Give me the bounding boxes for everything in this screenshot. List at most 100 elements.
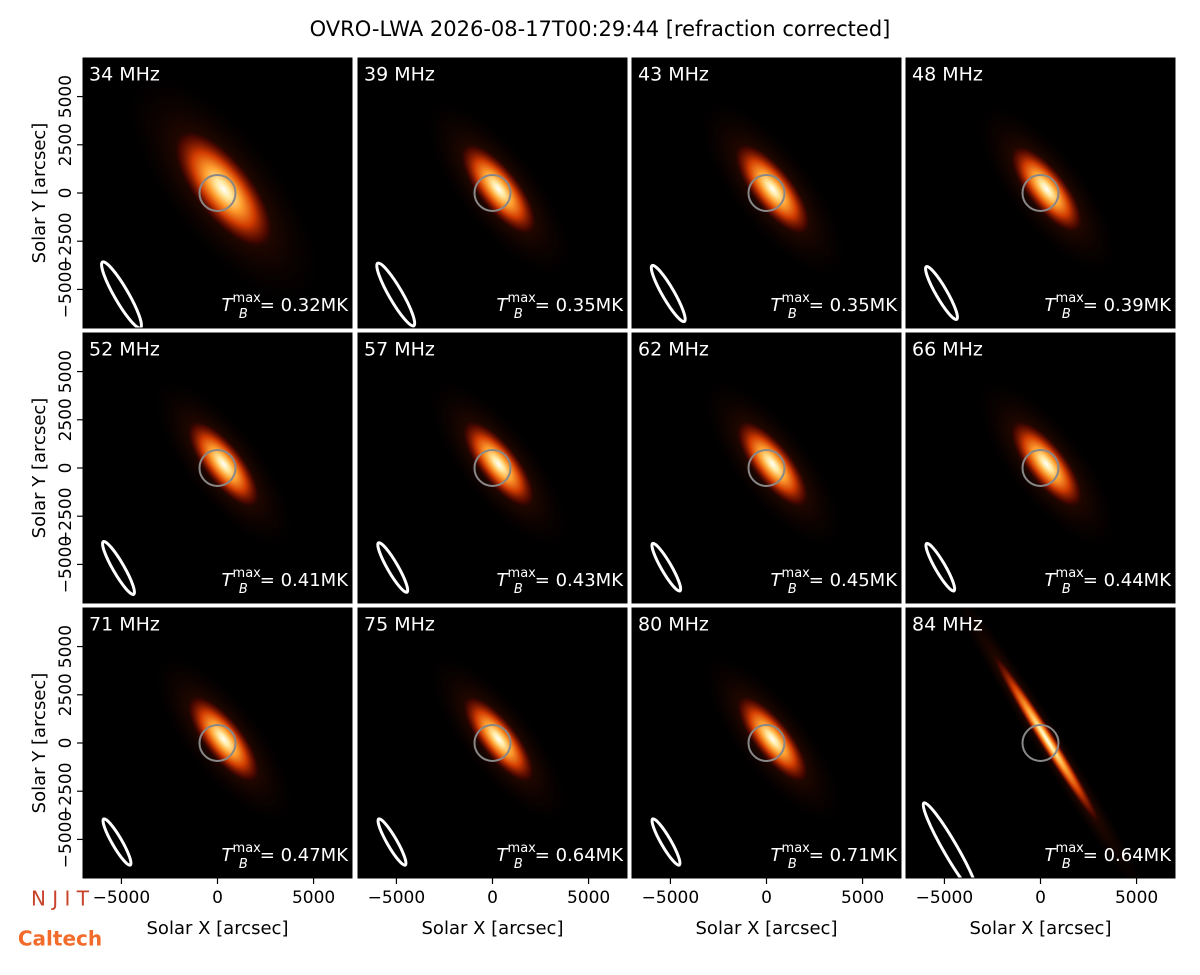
beam — [376, 541, 410, 594]
logo-caltech: Caltech — [18, 927, 102, 951]
radio-image — [101, 373, 299, 596]
tmax-label: Tmax B = 0.41MK — [222, 566, 350, 597]
tmax-label: Tmax B = 0.64MK — [497, 841, 625, 872]
frequency-label: 34 MHz — [89, 64, 160, 86]
tmax-label: Tmax B = 0.47MK — [222, 841, 350, 872]
tb-sup: max — [1056, 841, 1085, 856]
radio-image — [376, 649, 573, 867]
tb-sup: max — [1056, 566, 1085, 581]
tmax-value: = 0.32MK — [260, 295, 349, 316]
solar-disk — [473, 724, 512, 762]
x-axis-label: Solar X [arcsec] — [422, 918, 564, 939]
panel-frame — [631, 57, 902, 329]
tmax-value: = 0.44MK — [1083, 570, 1172, 591]
solar-disk — [1021, 724, 1060, 762]
panel: 66 MHz Tmax B = 0.44MK — [905, 332, 1176, 604]
x-tick-label: 0 — [212, 888, 223, 908]
emission-core — [1009, 418, 1084, 510]
tb-base: T — [1045, 845, 1058, 866]
tb-base: T — [222, 295, 235, 316]
radio-image — [101, 648, 299, 867]
tmax-label: Tmax B = 0.44MK — [1045, 566, 1173, 597]
panel: 62 MHz Tmax B = 0.45MK — [631, 332, 902, 604]
emission-core — [186, 693, 261, 785]
tb-sup: max — [1056, 291, 1085, 306]
frequency-label: 66 MHz — [912, 339, 983, 361]
y-tick-label: −5000 — [56, 536, 76, 594]
x-tick-label: 5000 — [1115, 888, 1158, 908]
tmax-value: = 0.39MK — [1083, 295, 1172, 316]
solar-disk — [198, 724, 237, 762]
panel-frame — [905, 332, 1176, 604]
beam — [375, 261, 417, 328]
y-tick-label: 0 — [56, 738, 76, 749]
x-tick-label: −5000 — [368, 888, 426, 908]
tb-base: T — [1045, 295, 1058, 316]
tb-sub: B — [514, 857, 523, 872]
tmax-label: Tmax B = 0.32MK — [222, 291, 350, 322]
frequency-label: 57 MHz — [364, 339, 435, 361]
solar-disk — [747, 174, 786, 212]
radio-image — [649, 94, 852, 324]
beam — [101, 817, 133, 867]
tb-sub: B — [788, 857, 797, 872]
solar-disk — [1021, 449, 1060, 487]
beam — [650, 541, 683, 593]
emission-core — [735, 418, 810, 510]
beam — [650, 817, 682, 867]
tb-sup: max — [782, 566, 811, 581]
x-tick-label: 5000 — [567, 888, 610, 908]
tmax-value: = 0.35MK — [535, 295, 624, 316]
tb-sup: max — [508, 841, 537, 856]
solar-disk — [473, 449, 512, 487]
panel: 39 MHz Tmax B = 0.35MK — [357, 57, 628, 329]
tb-base: T — [771, 570, 784, 591]
tb-sub: B — [514, 307, 523, 322]
emission-core — [1009, 143, 1084, 235]
tb-sub: B — [514, 582, 523, 597]
tb-base: T — [771, 295, 784, 316]
tb-base: T — [497, 570, 510, 591]
y-tick-label: 0 — [56, 188, 76, 199]
frequency-label: 39 MHz — [364, 64, 435, 86]
solar-disk — [747, 724, 786, 762]
emission-core — [461, 418, 536, 510]
tb-base: T — [222, 845, 235, 866]
emission-core — [735, 694, 810, 784]
radio-image — [376, 373, 574, 594]
y-axis-label: Solar Y [arcsec] — [29, 398, 50, 539]
x-tick-label: 0 — [1035, 888, 1046, 908]
radio-image — [650, 649, 847, 867]
y-tick-label: 5000 — [56, 75, 76, 118]
tb-sub: B — [239, 582, 248, 597]
solar-disk — [198, 449, 237, 487]
tmax-value: = 0.35MK — [809, 295, 898, 316]
emission-core — [172, 127, 275, 251]
x-tick-label: 0 — [761, 888, 772, 908]
radio-image — [650, 373, 848, 593]
x-axis-label: Solar X [arcsec] — [970, 918, 1112, 939]
frequency-label: 48 MHz — [912, 64, 983, 86]
tb-base: T — [771, 845, 784, 866]
emission-core — [990, 650, 1103, 828]
panel-frame — [631, 332, 902, 604]
beam — [376, 817, 408, 867]
y-tick-label: 2500 — [56, 398, 76, 441]
y-axis-label: Solar Y [arcsec] — [29, 673, 50, 814]
tmax-label: Tmax B = 0.71MK — [771, 841, 899, 872]
tmax-value: = 0.71MK — [809, 845, 898, 866]
y-tick-label: −2500 — [56, 762, 76, 820]
radio-image — [921, 608, 1159, 878]
panel: 48 MHz Tmax B = 0.39MK — [905, 57, 1176, 329]
panel-frame — [905, 57, 1176, 329]
tb-sup: max — [233, 841, 262, 856]
tmax-label: Tmax B = 0.45MK — [771, 566, 899, 597]
panel-frame — [357, 332, 628, 604]
frequency-label: 75 MHz — [364, 614, 435, 636]
x-tick-label: 0 — [487, 888, 498, 908]
y-tick-label: −2500 — [56, 212, 76, 270]
tb-sub: B — [239, 857, 248, 872]
